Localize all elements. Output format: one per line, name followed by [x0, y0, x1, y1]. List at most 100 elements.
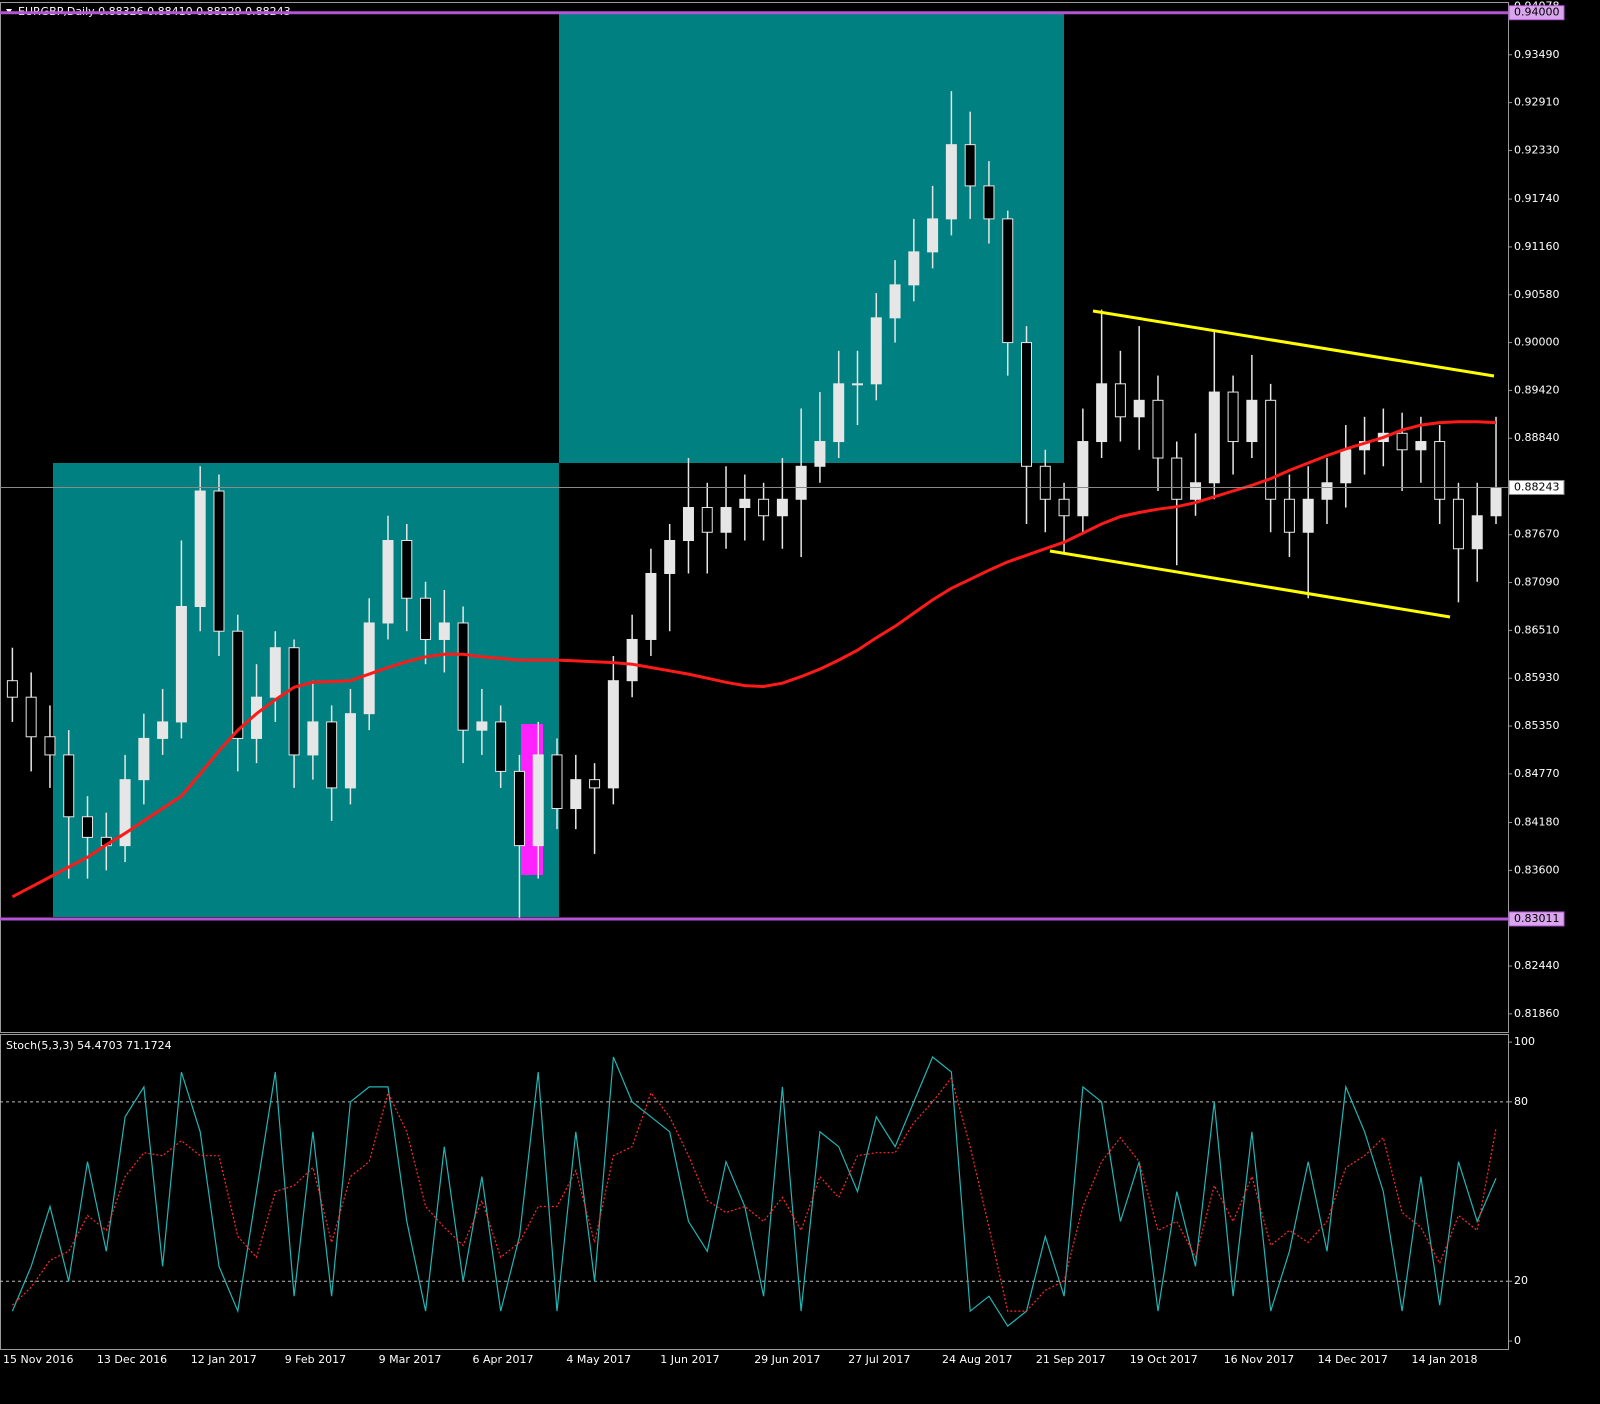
candle-body: [739, 498, 751, 509]
candle-body: [1021, 342, 1033, 467]
price-label: 0.83011: [1514, 912, 1560, 925]
y-tick-label: 0.91160: [1514, 240, 1560, 253]
candle-body: [194, 490, 206, 607]
candle-body: [1434, 441, 1446, 500]
candle-body: [457, 622, 469, 731]
candle-body: [232, 630, 244, 739]
candle-body: [1002, 218, 1014, 344]
candle-body: [326, 721, 338, 789]
candle-body: [1208, 391, 1220, 484]
y-tick-label: 0.85930: [1514, 671, 1560, 684]
candle-body: [889, 284, 901, 319]
candle-body: [44, 736, 56, 756]
candle-body: [344, 713, 356, 789]
candle-body: [1265, 399, 1277, 500]
candle-body: [758, 498, 770, 517]
candle-body: [420, 597, 432, 640]
candle-body: [589, 779, 601, 789]
candle-body: [1396, 432, 1408, 451]
last-price-label: 0.88243: [1514, 480, 1560, 493]
x-tick-label: 27 Jul 2017: [848, 1353, 910, 1366]
candle-body: [63, 754, 75, 818]
x-tick-label: 14 Dec 2017: [1318, 1353, 1388, 1366]
x-tick-label: 12 Jan 2017: [191, 1353, 257, 1366]
candle-body: [776, 498, 788, 517]
stoch-pane-frame: [0, 1034, 1509, 1350]
candle-body: [682, 507, 694, 542]
x-tick-label: 6 Apr 2017: [473, 1353, 534, 1366]
candle-body: [401, 540, 413, 599]
y-tick-label: 0.93490: [1514, 48, 1560, 61]
x-tick-label: 9 Feb 2017: [285, 1353, 346, 1366]
candle-body: [1340, 449, 1352, 484]
y-tick-label: 0.84770: [1514, 767, 1560, 780]
y-tick-label: 0.86510: [1514, 623, 1560, 636]
x-tick-label: 1 Jun 2017: [660, 1353, 719, 1366]
x-tick-label: 15 Nov 2016: [3, 1353, 73, 1366]
candle-body: [438, 622, 450, 640]
candle-body: [701, 507, 713, 533]
candle-body: [908, 251, 920, 286]
candle-body: [1133, 399, 1145, 418]
y-tick-label: 0.87670: [1514, 528, 1560, 541]
y-tick-label: 80: [1514, 1095, 1528, 1108]
candle-body: [927, 218, 939, 253]
candle-body: [513, 770, 525, 847]
candle-body: [551, 754, 563, 810]
candle-body: [138, 737, 150, 781]
candle-body: [1227, 391, 1239, 443]
moving-average: [11, 420, 1497, 899]
candle-body: [664, 540, 676, 574]
price-label-box: [1508, 5, 1565, 21]
candle-body: [119, 779, 131, 847]
candle-body: [157, 721, 169, 739]
candle-body: [495, 721, 507, 772]
candle-body: [532, 754, 544, 847]
zone-box: [53, 463, 559, 917]
x-tick-label: 9 Mar 2017: [379, 1353, 442, 1366]
x-tick-label: 13 Dec 2016: [97, 1353, 167, 1366]
y-tick-label: 0.91740: [1514, 192, 1560, 205]
candles: [6, 91, 1502, 920]
candle-body: [814, 441, 826, 467]
candle-body: [1058, 498, 1070, 517]
zone-box: [559, 14, 1064, 463]
y-tick-label: 0.88840: [1514, 431, 1560, 444]
x-tick-label: 21 Sep 2017: [1036, 1353, 1106, 1366]
candle-body: [25, 696, 37, 738]
y-tick-label: 0.89420: [1514, 383, 1560, 396]
y-tick-label: 0.90000: [1514, 336, 1560, 349]
x-tick-label: 29 Jun 2017: [754, 1353, 820, 1366]
candle-body: [213, 490, 225, 632]
candle-body: [1077, 441, 1089, 517]
candle-body: [1039, 465, 1051, 500]
candle-body: [983, 185, 995, 220]
y-tick-label: 0.92910: [1514, 96, 1560, 109]
candle-body: [607, 680, 619, 789]
candle-body: [645, 572, 657, 640]
y-tick-label: 0.83600: [1514, 863, 1560, 876]
candle-body: [82, 816, 94, 838]
y-tick-label: 0.87090: [1514, 576, 1560, 589]
candle-body: [307, 721, 319, 756]
candle-body: [795, 465, 807, 500]
x-tick-label: 4 May 2017: [566, 1353, 631, 1366]
candle-body: [1302, 498, 1314, 533]
candle-body: [851, 383, 863, 386]
x-tick-label: 14 Jan 2018: [1412, 1353, 1478, 1366]
y-tick-label: 100: [1514, 1035, 1535, 1048]
candle-body: [476, 721, 488, 731]
indicator-title: Stoch(5,3,3) 54.4703 71.1724: [6, 1039, 172, 1052]
main-pane-frame: [0, 2, 1509, 1033]
candle-body: [570, 779, 582, 810]
candle-body: [964, 144, 976, 187]
candle-body: [1321, 482, 1333, 500]
last-price-box: [1508, 479, 1565, 495]
candle-body: [626, 638, 638, 682]
candle-body: [1190, 482, 1202, 500]
x-tick-label: 24 Aug 2017: [942, 1353, 1012, 1366]
candle-body: [1490, 486, 1502, 517]
candle-body: [1114, 383, 1126, 418]
candle-body: [870, 317, 882, 385]
